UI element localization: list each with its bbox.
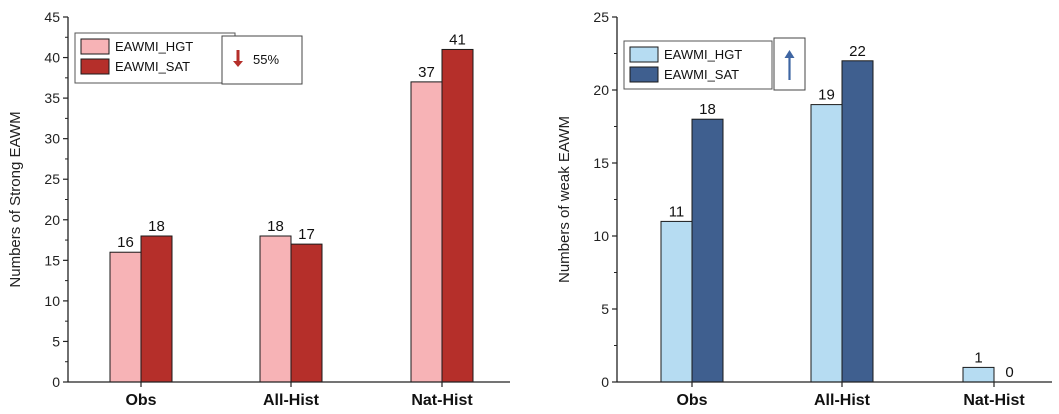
y-axis-title: Numbers of weak EAWM [556, 116, 573, 283]
y-tick-label: 5 [52, 333, 60, 349]
bar [660, 220, 693, 383]
data-label: 16 [117, 234, 134, 251]
y-tick-label: 10 [44, 293, 60, 309]
legend-label: EAWMI_HGT [664, 47, 742, 62]
bar [109, 251, 142, 383]
y-tick-label: 40 [44, 50, 60, 66]
legend-swatch [629, 46, 659, 63]
bar [290, 243, 323, 383]
bar [259, 235, 292, 383]
legend: EAWMI_HGT EAWMI_SAT [74, 32, 236, 84]
bar [962, 366, 995, 383]
data-label: 18 [267, 218, 284, 235]
y-tick-label: 20 [44, 212, 60, 228]
x-tick-label: Obs [125, 392, 156, 409]
y-axis-title: Numbers of Strong EAWM [7, 111, 24, 287]
y-tick-label: 35 [44, 90, 60, 106]
bar [691, 118, 724, 383]
data-label: 1 [974, 349, 982, 366]
chart-panel-2: 11 19 1 18 22 0 0 5 10 15 20 25 Obs All-Hist Nat-Hist N… [556, 9, 1052, 409]
bar [410, 81, 443, 383]
data-label: 0 [1005, 364, 1013, 381]
y-tick-label: 15 [593, 155, 609, 171]
y-tick-label: 15 [44, 252, 60, 268]
legend-swatch [80, 38, 110, 55]
bar [441, 48, 474, 383]
legend-label: EAWMI_SAT [115, 59, 190, 74]
bar [810, 104, 843, 383]
data-label: 37 [418, 64, 435, 81]
x-tick-label: Nat-Hist [411, 392, 473, 409]
trend-annotation [773, 37, 806, 91]
bar [140, 235, 173, 383]
x-tick-label: Obs [676, 392, 707, 409]
legend-label: EAWMI_HGT [115, 39, 193, 54]
annotation-text: 55% [253, 52, 279, 67]
y-tick-label: 10 [593, 228, 609, 244]
chart-panel-1: 16 18 37 18 17 41 0 5 10 15 20 25 30 35 40 45 Obs All-His… [7, 9, 510, 409]
legend-swatch [80, 58, 110, 75]
y-tick-label: 20 [593, 82, 609, 98]
y-tick-label: 45 [44, 9, 60, 25]
up-arrow-head-icon [784, 50, 795, 58]
legend: EAWMI_HGT EAWMI_SAT [623, 40, 773, 90]
data-label: 18 [699, 101, 716, 118]
y-tick-label: 25 [44, 171, 60, 187]
trend-annotation: 55% [221, 35, 303, 85]
y-tick-label: 25 [593, 9, 609, 25]
data-label: 41 [449, 31, 466, 48]
legend-label: EAWMI_SAT [664, 67, 739, 82]
data-label: 22 [849, 43, 866, 60]
data-label: 17 [298, 226, 315, 243]
data-label: 19 [818, 87, 835, 104]
y-tick-label: 30 [44, 131, 60, 147]
bar [841, 60, 874, 383]
x-tick-label: Nat-Hist [963, 392, 1025, 409]
x-tick-label: All-Hist [263, 392, 320, 409]
y-tick-label: 5 [601, 301, 609, 317]
x-tick-label: All-Hist [814, 392, 871, 409]
annotation-box [221, 35, 303, 85]
data-label: 11 [669, 203, 685, 220]
legend-swatch [629, 66, 659, 83]
y-tick-label: 0 [52, 374, 60, 390]
down-arrow-head-icon [233, 61, 243, 67]
data-label: 18 [148, 218, 165, 235]
y-tick-label: 0 [601, 374, 609, 390]
